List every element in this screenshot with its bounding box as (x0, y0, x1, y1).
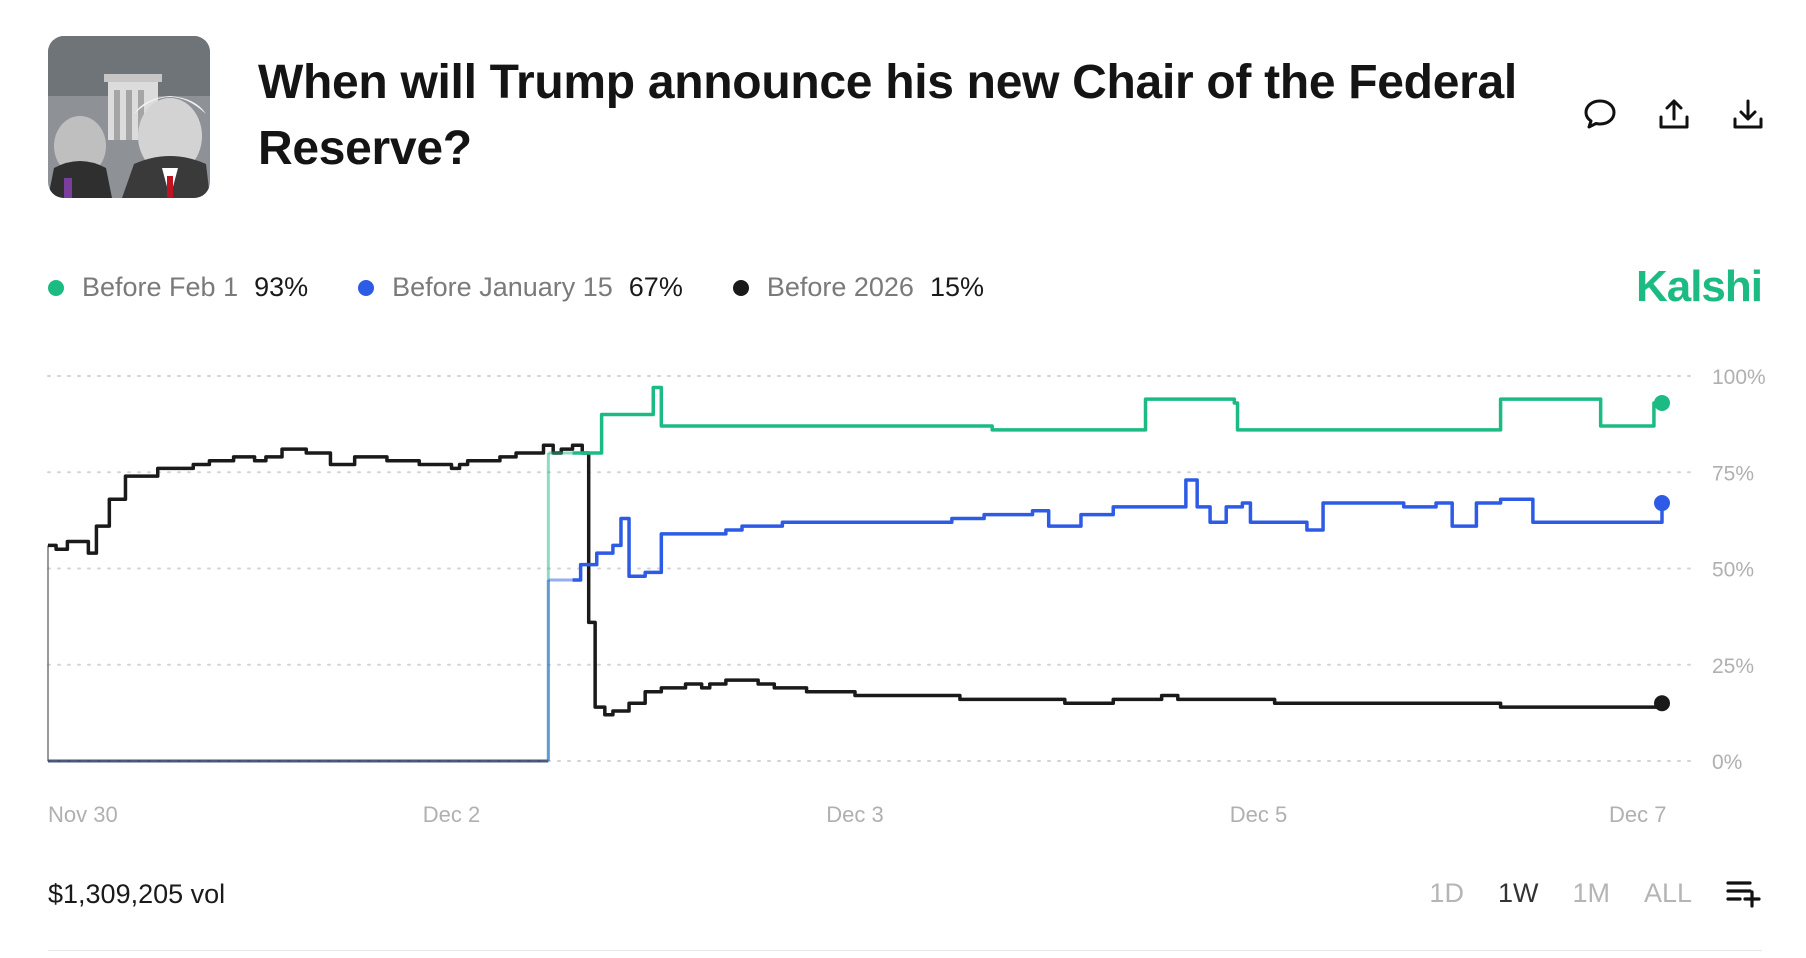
legend-item-before-feb-1[interactable]: Before Feb 1 93% (48, 272, 308, 303)
legend-value: 93% (254, 272, 309, 302)
legend-dot-icon (48, 279, 64, 296)
range-1d[interactable]: 1D (1429, 877, 1464, 908)
legend-item-before-january-15[interactable]: Before January 15 67% (358, 272, 683, 303)
x-tick-label: Dec 2 (423, 802, 480, 827)
y-tick-label: 25% (1712, 655, 1754, 678)
range-1w[interactable]: 1W (1497, 877, 1539, 908)
playlist-add-icon (1726, 881, 1761, 908)
legend-dot-icon (732, 279, 749, 296)
x-tick-label: Dec 3 (826, 802, 883, 827)
time-range-selector: 1D 1W 1M ALL (1395, 875, 1762, 911)
legend-item-before-2026[interactable]: Before 2026 15% (732, 272, 984, 303)
comment-icon (1584, 99, 1616, 129)
series-endpoint-before-january-15[interactable] (1654, 495, 1670, 512)
range-1m[interactable]: 1M (1572, 877, 1610, 908)
download-button[interactable] (1730, 96, 1766, 132)
price-history-chart[interactable]: 0% 25% 50% 75% 100% Nov 30 Dec 2 Dec 3 Dec 5 Dec … (0, 350, 1806, 830)
header-actions (1582, 96, 1766, 132)
y-tick-label: 75% (1712, 462, 1754, 485)
series-endpoint-before-2026[interactable] (1654, 695, 1670, 712)
download-icon (1733, 99, 1763, 129)
add-to-list-button[interactable] (1726, 875, 1762, 911)
y-tick-label: 100% (1712, 366, 1766, 389)
y-tick-label: 50% (1712, 559, 1754, 582)
legend-value: 67% (628, 272, 683, 302)
volume-label: $1,309,205 vol (48, 879, 226, 909)
x-tick-label: Dec 7 (1609, 802, 1666, 827)
series-line-before-2026[interactable] (48, 443, 1664, 717)
legend-label: Before Feb 1 (82, 272, 239, 302)
series-line-before-feb-1[interactable] (572, 385, 1662, 455)
market-thumbnail (48, 36, 210, 198)
series-line-before-january-15[interactable] (572, 478, 1664, 582)
comment-button[interactable] (1582, 96, 1618, 132)
chart-legend: Before Feb 1 93% Before January 15 67% B… (48, 272, 1034, 303)
series-endpoint-before-feb-1[interactable] (1654, 394, 1670, 411)
legend-dot-icon (358, 279, 375, 296)
legend-label: Before 2026 (766, 272, 914, 302)
bottom-divider (48, 950, 1762, 951)
range-all[interactable]: ALL (1643, 877, 1692, 908)
legend-label: Before January 15 (392, 272, 613, 302)
x-tick-label: Dec 5 (1230, 802, 1287, 827)
kalshi-logo[interactable]: Kalshi (1635, 262, 1763, 311)
legend-value: 15% (929, 272, 984, 302)
market-title: When will Trump announce his new Chair o… (258, 56, 1517, 175)
share-icon (1659, 99, 1689, 129)
share-button[interactable] (1656, 96, 1692, 132)
x-tick-label: Nov 30 (48, 802, 118, 827)
y-tick-label: 0% (1712, 751, 1742, 774)
